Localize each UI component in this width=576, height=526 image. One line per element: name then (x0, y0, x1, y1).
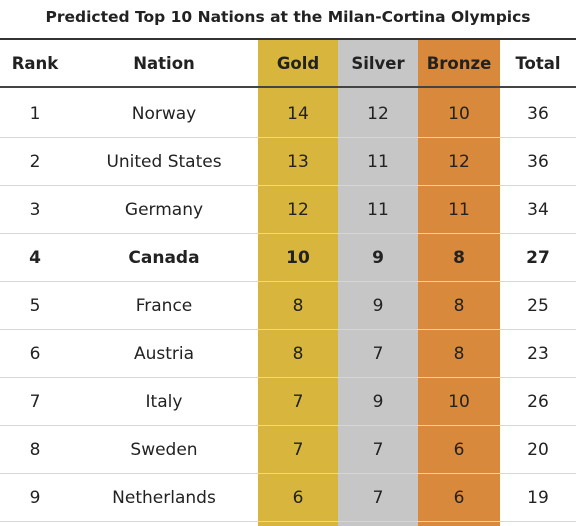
cell: 12 (367, 103, 389, 124)
cell: 7 (29, 391, 41, 412)
cell: Austria (133, 343, 195, 364)
table-row: 2 United States 13 11 12 36 (0, 138, 576, 186)
cell: 4 (29, 247, 41, 268)
cell: 7 (292, 391, 304, 412)
cell: Total (515, 53, 561, 73)
bronze-column (418, 40, 500, 526)
cell: 1 (29, 103, 41, 124)
cell: 6 (453, 439, 465, 460)
cell: 25 (527, 295, 549, 316)
cell: 2 (29, 151, 41, 172)
cell: 12 (287, 199, 309, 220)
cell: 19 (527, 487, 549, 508)
cell: 14 (287, 103, 309, 124)
cell: Rank (11, 53, 59, 73)
cell: 26 (527, 391, 549, 412)
cell: 27 (526, 247, 550, 268)
table-row: 9 Netherlands 6 7 6 19 (0, 474, 576, 522)
cell: 9 (372, 295, 384, 316)
cell: 7 (372, 487, 384, 508)
medal-table: Rank Nation Gold Silver Bronze Total 1 Norway 14… (0, 38, 576, 526)
cell: 10 (448, 391, 470, 412)
cell: 13 (287, 151, 309, 172)
table-row: 4 Canada 10 9 8 27 (0, 234, 576, 282)
cell: 6 (292, 487, 304, 508)
table-row: 7 Italy 7 9 10 26 (0, 378, 576, 426)
cell: Bronze (426, 53, 492, 73)
cell: 7 (372, 439, 384, 460)
cell: Silver (351, 53, 405, 73)
cell: 3 (29, 199, 41, 220)
cell: 8 (453, 247, 465, 268)
header-row: Rank Nation Gold Silver Bronze Total (0, 40, 576, 88)
cell: 23 (527, 343, 549, 364)
cell: 5 (29, 295, 41, 316)
cell: 8 (292, 343, 304, 364)
cell: 9 (372, 391, 384, 412)
cell: 12 (448, 151, 470, 172)
cell: 9 (372, 247, 384, 268)
cell: 36 (527, 151, 549, 172)
cell: 36 (527, 103, 549, 124)
cell: 8 (292, 295, 304, 316)
cell: 8 (453, 295, 465, 316)
cell: United States (106, 151, 222, 172)
cell: Sweden (130, 439, 198, 460)
silver-column (338, 40, 418, 526)
table-row: 1 Norway 14 12 10 36 (0, 90, 576, 138)
cell: Nation (133, 53, 195, 73)
cell: 11 (448, 199, 470, 220)
cell: 8 (453, 343, 465, 364)
cell: Gold (276, 53, 320, 73)
cell: 7 (372, 343, 384, 364)
cell: France (135, 295, 193, 316)
cell: 11 (367, 151, 389, 172)
table-row: 5 France 8 9 8 25 (0, 282, 576, 330)
cell: Germany (124, 199, 204, 220)
cell: 8 (29, 439, 41, 460)
cell: 7 (292, 439, 304, 460)
table-row: 8 Sweden 7 7 6 20 (0, 426, 576, 474)
cell: 6 (453, 487, 465, 508)
title: Predicted Top 10 Nations at the Milan-Co… (45, 8, 531, 26)
cell: Canada (128, 247, 200, 268)
cell: 9 (29, 487, 41, 508)
cell: 20 (527, 439, 549, 460)
cell: 34 (527, 199, 549, 220)
cell: Netherlands (112, 487, 216, 508)
cell: 10 (448, 103, 470, 124)
table-row: 6 Austria 8 7 8 23 (0, 330, 576, 378)
cell: Norway (131, 103, 197, 124)
gold-column (258, 40, 338, 526)
cell: 6 (29, 343, 41, 364)
cell: Italy (145, 391, 183, 412)
cell: 11 (367, 199, 389, 220)
table-row: 3 Germany 12 11 11 34 (0, 186, 576, 234)
cell: 10 (286, 247, 310, 268)
